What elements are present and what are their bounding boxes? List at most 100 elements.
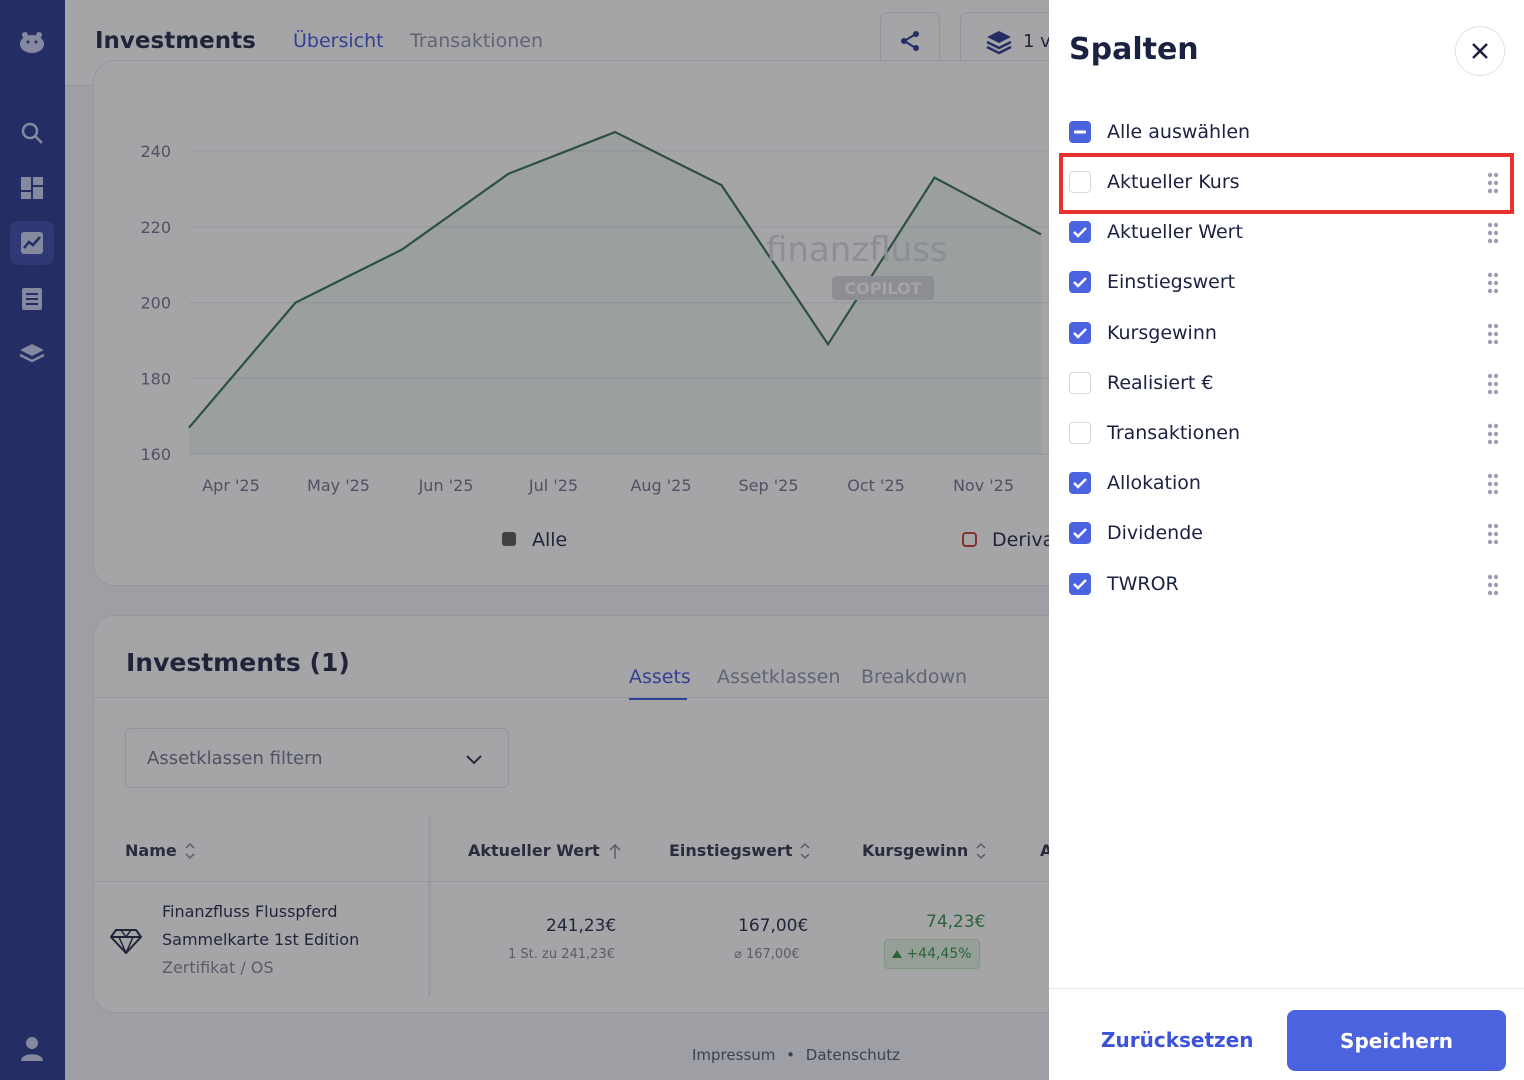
asset-name-line-1: Finanzfluss Flusspferd <box>162 902 338 921</box>
asset-name-line-2: Sammelkarte 1st Edition <box>162 930 360 949</box>
legend-swatch <box>962 532 977 547</box>
option-label: Allokation <box>1107 472 1201 495</box>
impressum-link[interactable]: Impressum <box>692 1046 776 1064</box>
close-icon <box>1472 43 1488 59</box>
column-header-name[interactable]: Name <box>125 841 195 860</box>
check-icon <box>1073 578 1087 590</box>
drag-handle-icon[interactable] <box>1487 272 1499 298</box>
page-title: Investments <box>95 28 256 54</box>
watermark-badge <box>832 276 934 300</box>
dashboard-icon[interactable] <box>10 166 54 210</box>
checkbox[interactable] <box>1069 221 1091 244</box>
check-icon <box>1073 227 1087 238</box>
option-label: Transaktionen <box>1107 422 1240 444</box>
check-icon <box>1073 528 1087 540</box>
column-option-transaktionen[interactable]: Transaktionen <box>1069 413 1509 453</box>
x-tick-label: Apr '25 <box>202 476 260 495</box>
x-tick-label: Jul '25 <box>528 476 578 495</box>
gain-percent-badge: +44,45% <box>884 939 980 969</box>
performance-chart: 160 180 200 220 240 Apr '25 May '25 Jun '25 Jul … <box>140 130 1094 551</box>
column-option-einstiegswert[interactable]: Einstiegswert <box>1069 262 1509 302</box>
tab-breakdown[interactable]: Breakdown <box>861 666 968 688</box>
tab-overview[interactable]: Übersicht <box>293 30 384 52</box>
drag-handle-icon[interactable] <box>1487 323 1499 349</box>
drag-handle-icon[interactable] <box>1487 423 1499 449</box>
select-all-checkbox[interactable] <box>1069 121 1091 143</box>
close-button[interactable] <box>1455 26 1505 76</box>
drag-handle-icon[interactable] <box>1487 473 1499 499</box>
drag-handle-icon[interactable] <box>1487 523 1499 549</box>
column-header-current-value[interactable]: Aktueller Wert <box>468 841 622 860</box>
search-icon[interactable] <box>10 111 54 155</box>
gain-value: 74,23€ <box>926 912 986 932</box>
stack-icon <box>986 31 1012 55</box>
column-option-twror[interactable]: TWROR <box>1069 564 1509 604</box>
panel-title: Spalten <box>1069 32 1199 67</box>
hippo-logo-icon[interactable] <box>10 20 54 64</box>
option-label: Aktueller Kurs <box>1107 171 1240 193</box>
column-header-gain[interactable]: Kursgewinn <box>862 841 986 860</box>
entry-value-detail: ⌀ 167,00€ <box>734 947 800 962</box>
column-option-kursgewinn[interactable]: Kursgewinn <box>1069 313 1509 353</box>
check-icon <box>1073 277 1087 289</box>
investments-title: Investments (1) <box>126 648 350 677</box>
footer-separator: • <box>786 1046 796 1064</box>
column-header-entry-value[interactable]: Einstiegswert <box>669 841 810 860</box>
checkbox[interactable] <box>1069 371 1091 394</box>
tab-asset-classes[interactable]: Assetklassen <box>717 666 841 688</box>
legend-swatch <box>502 532 516 546</box>
y-tick-label: 240 <box>140 142 171 161</box>
list-icon[interactable] <box>10 277 54 321</box>
modal-backdrop[interactable] <box>0 0 1049 1080</box>
sort-ascending-icon <box>609 843 621 859</box>
option-label: Kursgewinn <box>1107 321 1217 344</box>
checkbox[interactable] <box>1069 522 1091 545</box>
current-value-detail: 1 St. zu 241,23€ <box>508 947 615 962</box>
layers-icon[interactable] <box>10 332 54 376</box>
tab-assets[interactable]: Assets <box>629 666 691 688</box>
asset-class-filter[interactable]: Assetklassen filtern <box>125 728 509 788</box>
x-tick-label: Sep '25 <box>739 476 799 495</box>
y-tick-label: 200 <box>140 294 171 313</box>
checkbox[interactable] <box>1069 422 1091 444</box>
sort-icon <box>976 842 986 859</box>
sort-icon <box>185 842 195 859</box>
column-option-dividende[interactable]: Dividende <box>1069 513 1509 553</box>
checkbox[interactable] <box>1069 321 1091 344</box>
sort-icon <box>800 842 810 859</box>
checkbox[interactable] <box>1069 271 1091 294</box>
column-option-realisiert[interactable]: Realisiert € <box>1069 363 1509 403</box>
drag-handle-icon[interactable] <box>1487 222 1499 248</box>
drag-handle-icon[interactable] <box>1487 373 1499 399</box>
minus-icon <box>1074 130 1086 134</box>
share-icon <box>901 31 919 51</box>
drag-handle-icon[interactable] <box>1487 574 1499 600</box>
series-area <box>189 132 1041 455</box>
checkbox[interactable] <box>1069 472 1091 495</box>
x-tick-label: May '25 <box>307 476 370 495</box>
entry-value: 167,00€ <box>738 916 809 936</box>
reset-button[interactable]: Zurücksetzen <box>1101 1028 1254 1052</box>
checkbox[interactable] <box>1069 572 1091 595</box>
legend-label: Alle <box>532 529 567 551</box>
footer-links: Impressum • Datenschutz <box>692 1046 900 1064</box>
highlight-annotation <box>1059 153 1514 214</box>
user-icon[interactable] <box>10 1026 54 1070</box>
divider <box>94 697 1092 698</box>
column-option-aktueller-kurs[interactable]: Aktueller Kurs <box>1069 162 1509 202</box>
column-option-allokation[interactable]: Allokation <box>1069 463 1509 503</box>
watermark-badge-text: COPILOT <box>844 279 921 298</box>
privacy-link[interactable]: Datenschutz <box>805 1046 900 1064</box>
save-button[interactable]: Speichern <box>1287 1010 1506 1071</box>
tab-transactions[interactable]: Transaktionen <box>410 30 543 52</box>
drag-handle-icon[interactable] <box>1487 172 1499 198</box>
row-divider <box>94 881 1092 882</box>
chart-icon[interactable] <box>10 221 54 265</box>
option-label: Realisiert € <box>1107 371 1214 394</box>
chevron-down-icon <box>466 755 482 765</box>
select-all-label: Alle auswählen <box>1107 121 1251 143</box>
checkbox[interactable] <box>1069 171 1091 193</box>
column-option-aktueller-wert[interactable]: Aktueller Wert <box>1069 212 1509 252</box>
select-all-option[interactable]: Alle auswählen <box>1069 112 1509 152</box>
check-icon <box>1073 478 1087 489</box>
